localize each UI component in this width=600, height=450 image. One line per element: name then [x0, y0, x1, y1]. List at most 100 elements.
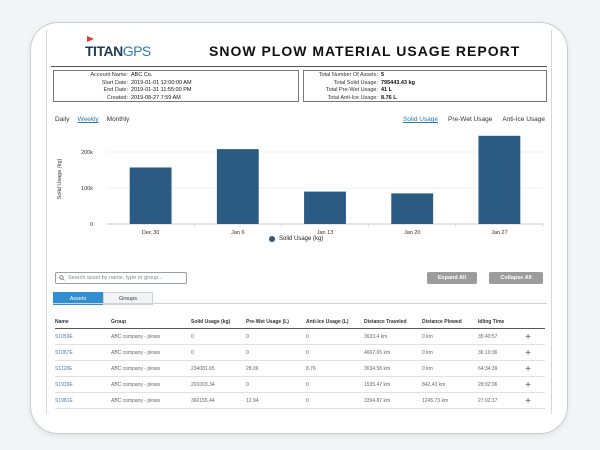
created-label: Created: [106, 94, 128, 101]
y-axis-label: Solid Usage (kg) [57, 159, 63, 200]
total-solid-label: Total Solid Usage: [333, 79, 378, 86]
expand-row-plus-icon[interactable]: + [525, 347, 531, 359]
cell-solid-usage: 201003.34 [191, 382, 215, 388]
x-tick-label: Jan 20 [404, 230, 421, 236]
total-assets-value: 5 [381, 72, 385, 78]
legend-label: Solid Usage (kg) [279, 236, 324, 242]
tab-solid-usage[interactable]: Solid Usage [402, 116, 439, 123]
cell-distance-plowed: 842.43 km [422, 382, 446, 388]
expand-all-button[interactable]: Expand All [427, 272, 477, 284]
asset-search-box[interactable]: Search asset by name, type or group... [55, 272, 187, 284]
bar-jan-6[interactable] [216, 149, 259, 224]
asset-group-tabs: Assets Groups [53, 292, 153, 305]
cell-distance-traveled: 3394.87 km [364, 398, 391, 404]
y-tick-label: 200k [81, 150, 93, 156]
header-distance-traveled[interactable]: Distance Traveled [364, 319, 407, 325]
cell-prewet-usage: 0 [246, 350, 249, 356]
cell-antiice-usage: 0 [306, 350, 309, 356]
header-antiice[interactable]: Anti-Ice Usage (L) [306, 319, 349, 325]
cell-idling-time: 27:02:17 [478, 398, 498, 404]
x-tick-label: Jan 13 [317, 230, 334, 236]
y-tick-label: 100k [81, 186, 93, 192]
table-header: Name Group Solid Usage (kg) Pre-Wet Usag… [55, 316, 545, 329]
tab-monthly[interactable]: Monthly [106, 116, 130, 123]
cell-name[interactable]: S1981E [55, 398, 73, 404]
time-period-tabs: Daily Weekly Monthly [55, 116, 129, 123]
table-row[interactable]: S1059E ABC company - plows 0 0 0 3633.4 km 0 k… [55, 330, 545, 345]
cell-distance-traveled: 3634.58 km [364, 366, 391, 372]
tab-weekly[interactable]: Weekly [77, 116, 99, 123]
end-date-label: End Date: [103, 87, 128, 94]
cell-antiice-usage: 0 [306, 382, 309, 388]
logo-suffix-text: GPS [122, 43, 152, 59]
expand-row-plus-icon[interactable]: + [525, 363, 531, 375]
bar-jan-20[interactable] [391, 193, 434, 224]
report-header: TITANGPS SNOW PLOW MATERIAL USAGE REPORT [51, 30, 547, 67]
header-distance-plowed[interactable]: Distance Plowed [422, 319, 462, 325]
cell-name[interactable]: S1059E [55, 334, 73, 340]
totals-box: Total Number Of Assets: 5 Total Solid Usa… [303, 70, 547, 102]
header-name[interactable]: Name [55, 319, 69, 325]
cell-name[interactable]: S1128E [55, 366, 73, 372]
x-tick-label: Dec 30 [142, 230, 159, 236]
legend-swatch [269, 236, 275, 242]
search-input-placeholder[interactable]: Search asset by name, type or group... [68, 275, 163, 281]
cell-distance-traveled: 1535.47 km [364, 382, 391, 388]
cell-distance-traveled: 3633.4 km [364, 334, 388, 340]
total-prewet-label: Total Pre-Wet Usage: [325, 87, 378, 94]
logo-main-text: TITAN [85, 43, 123, 59]
report-title: SNOW PLOW MATERIAL USAGE REPORT [209, 43, 521, 59]
tab-divider [53, 303, 547, 304]
cell-group: ABC company - plows [111, 398, 161, 404]
account-name-value: ABC Co. [131, 72, 153, 78]
tab-antiice-usage[interactable]: Anti-Ice Usage [502, 116, 545, 123]
header-prewet[interactable]: Pre-Wet Usage (L) [246, 319, 289, 325]
cell-group: ABC company - plows [111, 366, 161, 372]
cell-distance-plowed: 0 km [422, 350, 433, 356]
start-date-label: Start Date: [101, 79, 128, 86]
cell-prewet-usage: 0 [246, 334, 249, 340]
table-row[interactable]: S1981E ABC company - plows 360155.44 12.94 0… [55, 394, 545, 409]
expand-row-plus-icon[interactable]: + [525, 379, 531, 391]
y-tick-label: 0 [90, 222, 93, 228]
cell-name[interactable]: S1939E [55, 382, 73, 388]
cell-antiice-usage: 0 [306, 398, 309, 404]
cell-prewet-usage: 28.06 [246, 366, 259, 372]
tab-groups[interactable]: Groups [103, 292, 153, 305]
table-body: S1059E ABC company - plows 0 0 0 3633.4 km 0 k… [55, 330, 545, 409]
tab-daily[interactable]: Daily [55, 116, 70, 123]
cell-distance-plowed: 0 km [422, 334, 433, 340]
end-date-value: 2019-01-31 11:55:00 PM [131, 87, 192, 94]
tab-prewet-usage[interactable]: Pre-Wet Usage [448, 116, 493, 123]
cell-idling-time: 35:40:57 [478, 334, 498, 340]
header-solid[interactable]: Solid Usage (kg) [191, 319, 231, 325]
created-value: 2019-08-27 7:59 AM [131, 94, 181, 101]
metric-tabs: Solid Usage Pre-Wet Usage Anti-Ice Usage [403, 116, 545, 123]
table-row[interactable]: S1939E ABC company - plows 201003.34 0 0 1535… [55, 378, 545, 393]
cell-idling-time: 28:02:06 [478, 382, 498, 388]
cell-idling-time: 36:10:36 [478, 350, 498, 356]
collapse-all-button[interactable]: Collapse All [489, 272, 543, 284]
expand-row-plus-icon[interactable]: + [525, 331, 531, 343]
table-row[interactable]: S1128E ABC company - plows 234081.65 28.06 8… [55, 362, 545, 377]
cell-group: ABC company - plows [111, 350, 161, 356]
cell-antiice-usage: 0 [306, 334, 309, 340]
bar-jan-27[interactable] [478, 135, 521, 224]
cell-distance-plowed: 0 km [422, 366, 433, 372]
total-antiice-label: Total Anti-Ice Usage: [327, 94, 378, 101]
header-group[interactable]: Group [111, 319, 126, 325]
bar-dec-30[interactable] [129, 167, 172, 224]
bar-jan-13[interactable] [304, 191, 346, 224]
assets-table: Name Group Solid Usage (kg) Pre-Wet Usag… [55, 316, 545, 409]
header-idling-time[interactable]: Idling Time [478, 319, 505, 325]
expand-row-plus-icon[interactable]: + [525, 395, 531, 407]
tab-assets[interactable]: Assets [53, 292, 103, 305]
total-solid-value: 795443.43 kg [381, 79, 415, 86]
chart-legend: Solid Usage (kg) [269, 236, 323, 242]
logo-flag-icon [87, 36, 94, 42]
cell-prewet-usage: 12.94 [246, 398, 259, 404]
table-row[interactable]: S1067E ABC company - plows 0 0 0 4667.65 km 0 … [55, 346, 545, 361]
report-page: TITANGPS SNOW PLOW MATERIAL USAGE REPORT… [46, 30, 552, 414]
x-tick-label: Jan 6 [231, 230, 244, 236]
cell-name[interactable]: S1067E [55, 350, 73, 356]
